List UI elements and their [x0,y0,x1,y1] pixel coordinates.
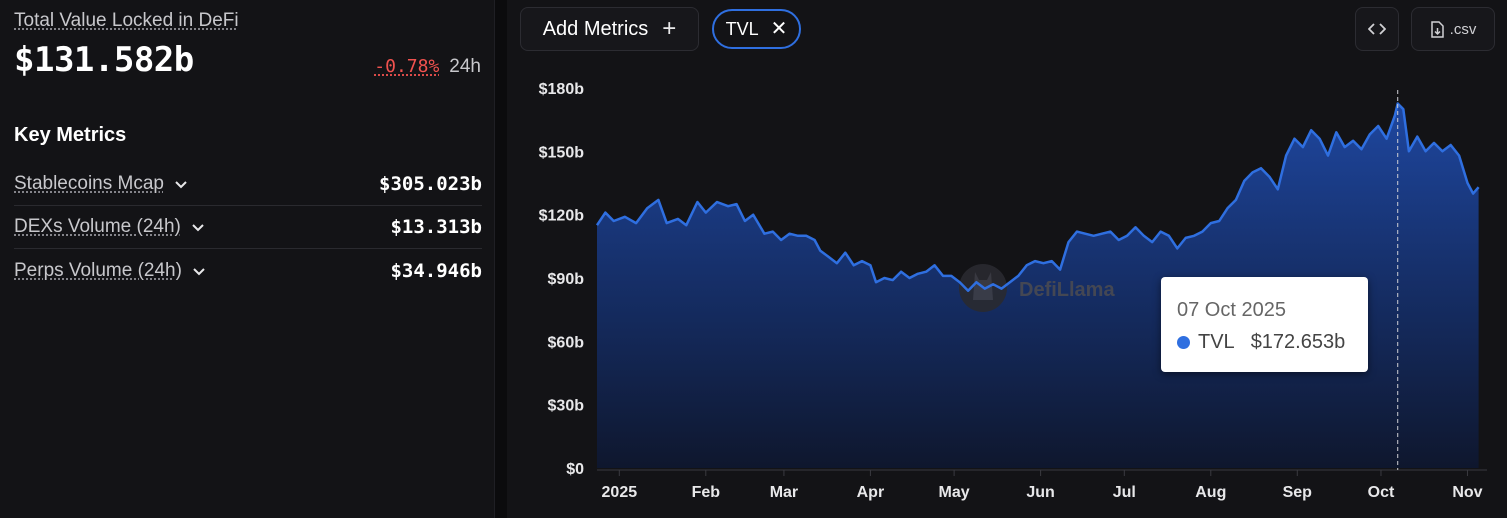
y-tick-label: $180b [539,81,585,98]
csv-label: .csv [1449,20,1477,38]
download-csv-button[interactable]: .csv [1411,7,1495,51]
y-axis: $0 $30b $60b $90b $120b $150b $180b [539,81,585,478]
x-tick-label: Apr [857,484,885,501]
x-tick-label: Jul [1113,484,1136,501]
tvl-line [595,102,1480,292]
y-tick-label: $30b [548,398,585,415]
metric-label: Perps Volume (24h) [14,259,182,281]
metric-name[interactable]: DEXs Volume (24h) [14,216,207,238]
watermark-text: DefiLlama [1019,279,1115,301]
metric-row-dexs-volume[interactable]: DEXs Volume (24h) $13.313b [14,206,482,249]
chevron-down-icon [193,267,205,275]
x-tick-label: Feb [692,484,721,501]
tooltip-series-row: TVL $172.653b [1177,331,1345,354]
chevron-down-icon [175,181,187,189]
tooltip-series-value: $172.653b [1250,331,1346,353]
metric-row-stablecoins[interactable]: Stablecoins Mcap $305.023b [14,163,482,206]
file-download-icon [1430,20,1444,38]
embed-button[interactable] [1355,7,1399,51]
chart-panel: Add Metrics + TVL ✕ .csv $0 $30b $60b $90b $… [507,0,1507,518]
close-icon[interactable]: ✕ [770,18,788,40]
x-tick-label: Oct [1368,484,1395,501]
x-tick-label: May [939,484,970,501]
add-metrics-button[interactable]: Add Metrics + [520,7,699,51]
key-metrics-title: Key Metrics [14,124,127,146]
x-tick-label: Sep [1283,484,1313,501]
tvl-change[interactable]: -0.78% [374,56,440,77]
tvl-chart[interactable]: $0 $30b $60b $90b $120b $150b $180b 2025 Feb Mar… [507,0,1507,518]
series-color-dot [1177,336,1190,349]
tvl-metric-chip[interactable]: TVL ✕ [712,9,801,49]
y-tick-label: $0 [566,461,584,478]
add-metrics-label: Add Metrics [542,17,649,40]
metric-row-perps-volume[interactable]: Perps Volume (24h) $34.946b [14,249,482,292]
tvl-value: $131.582b [14,40,194,80]
chevron-down-icon [192,224,204,232]
x-tick-label: Aug [1195,484,1226,501]
y-tick-label: $60b [548,334,585,351]
y-tick-label: $90b [548,271,585,288]
tvl-change-group: -0.78% 24h [374,56,481,78]
metric-label: DEXs Volume (24h) [14,216,181,237]
y-tick-label: $120b [539,208,585,225]
x-tick-label: Jun [1026,484,1054,501]
metric-name[interactable]: Perps Volume (24h) [14,260,208,282]
x-tick-label: Mar [770,484,798,501]
tvl-title[interactable]: Total Value Locked in DeFi [14,10,239,31]
x-tick-label: Nov [1452,484,1482,501]
tvl-chip-label: TVL [725,18,759,39]
tvl-change-period: 24h [449,56,481,77]
metric-label: Stablecoins Mcap [14,173,164,194]
x-axis: 2025 Feb Mar Apr May Jun Jul Aug Sep Oct Nov [602,470,1483,501]
metric-value: $13.313b [390,216,482,238]
chart-tooltip: 07 Oct 2025 TVL $172.653b [1161,277,1368,372]
plus-icon: + [662,15,677,42]
tooltip-date: 07 Oct 2025 [1177,299,1286,321]
tvl-area [597,103,1479,468]
tooltip-series-name: TVL [1198,331,1235,353]
metric-value: $305.023b [379,173,482,195]
summary-panel: Total Value Locked in DeFi $131.582b -0.… [0,0,495,518]
metric-name[interactable]: Stablecoins Mcap [14,173,190,195]
code-icon [1368,23,1386,35]
y-tick-label: $150b [539,144,585,161]
metric-value: $34.946b [390,259,482,282]
x-tick-label: 2025 [602,484,638,501]
